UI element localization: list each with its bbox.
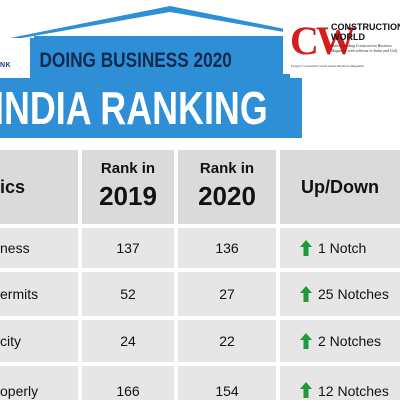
header-right-blank xyxy=(302,78,400,138)
rank-2019-value: 52 xyxy=(120,286,136,302)
roof-shape xyxy=(10,6,330,38)
rank-2019-value: 166 xyxy=(116,383,140,399)
doing-business-box xyxy=(30,38,290,80)
change-value: 1 Notch xyxy=(318,240,367,256)
corner-text: NK xyxy=(0,62,12,69)
row-label: operly xyxy=(0,383,39,399)
up-arrow-icon xyxy=(300,286,312,302)
cw-logo-mark: CW xyxy=(290,18,356,63)
change-value: 2 Notches xyxy=(318,333,382,349)
header-cell-indicator: ics xyxy=(0,150,78,224)
header-rank-in-2020-label: Rank in xyxy=(199,160,255,177)
table-cell-change: 12 Notches xyxy=(280,366,400,400)
rank-2020-value: 154 xyxy=(215,383,239,399)
table-cell-rank-2020: 154 xyxy=(178,366,276,400)
table-row-label-cell: ermits xyxy=(0,272,78,316)
main-title: INDIA RANKING xyxy=(0,82,268,134)
logo-tagline: India's leading Construction Business Ma… xyxy=(331,43,397,53)
logo-name: CONSTRUCTION WORLD xyxy=(331,22,400,42)
header-cell-rank-2019: Rank in 2019 xyxy=(82,150,174,224)
rank-2019-value: 24 xyxy=(120,333,136,349)
up-arrow-icon xyxy=(300,333,312,349)
table-cell-rank-2020: 136 xyxy=(178,228,276,268)
logo-name-line1: CONSTRUCTION xyxy=(331,22,400,32)
up-arrow-icon xyxy=(300,240,312,256)
rank-2020-value: 136 xyxy=(215,240,239,256)
doing-business-title: DOING BUSINESS 2020 xyxy=(39,49,232,72)
logo-box xyxy=(283,14,400,74)
table-cell-rank-2019: 137 xyxy=(82,228,174,268)
header-indicator-label: ics xyxy=(0,177,26,197)
header-up-down-label: Up/Down xyxy=(301,177,379,197)
logo-subtext: Largest Circulated Construction Business… xyxy=(291,64,365,68)
table-row-label-cell: city xyxy=(0,320,78,362)
table-cell-change: 1 Notch xyxy=(280,228,400,268)
header-2019-year: 2019 xyxy=(99,181,157,211)
row-label: ness xyxy=(0,240,30,256)
header-rank-in-2019-label: Rank in xyxy=(100,160,156,177)
table-cell-rank-2020: 22 xyxy=(178,320,276,362)
rank-2019-value: 137 xyxy=(116,240,140,256)
row-label: ermits xyxy=(0,286,39,302)
header-band xyxy=(0,78,302,138)
table-cell-rank-2019: 24 xyxy=(82,320,174,362)
table-cell-change: 25 Notches xyxy=(280,272,400,316)
header-cell-rank-2020: Rank in 2020 xyxy=(178,150,276,224)
table-row-label-cell: operly xyxy=(0,366,78,400)
rank-2020-value: 22 xyxy=(219,333,235,349)
table-row-label-cell: ness xyxy=(0,228,78,268)
rank-2020-value: 27 xyxy=(219,286,235,302)
table-cell-rank-2019: 166 xyxy=(82,366,174,400)
table-cell-rank-2019: 52 xyxy=(82,272,174,316)
header-2020-year: 2020 xyxy=(198,181,256,211)
up-arrow-icon xyxy=(300,382,312,398)
header-cell-up-down: Up/Down xyxy=(280,150,400,224)
logo-name-line2: WORLD xyxy=(331,32,365,42)
table-cell-change: 2 Notches xyxy=(280,320,400,362)
change-value: 25 Notches xyxy=(318,286,389,302)
change-value: 12 Notches xyxy=(318,383,389,399)
table-cell-rank-2020: 27 xyxy=(178,272,276,316)
row-label: city xyxy=(0,333,21,349)
